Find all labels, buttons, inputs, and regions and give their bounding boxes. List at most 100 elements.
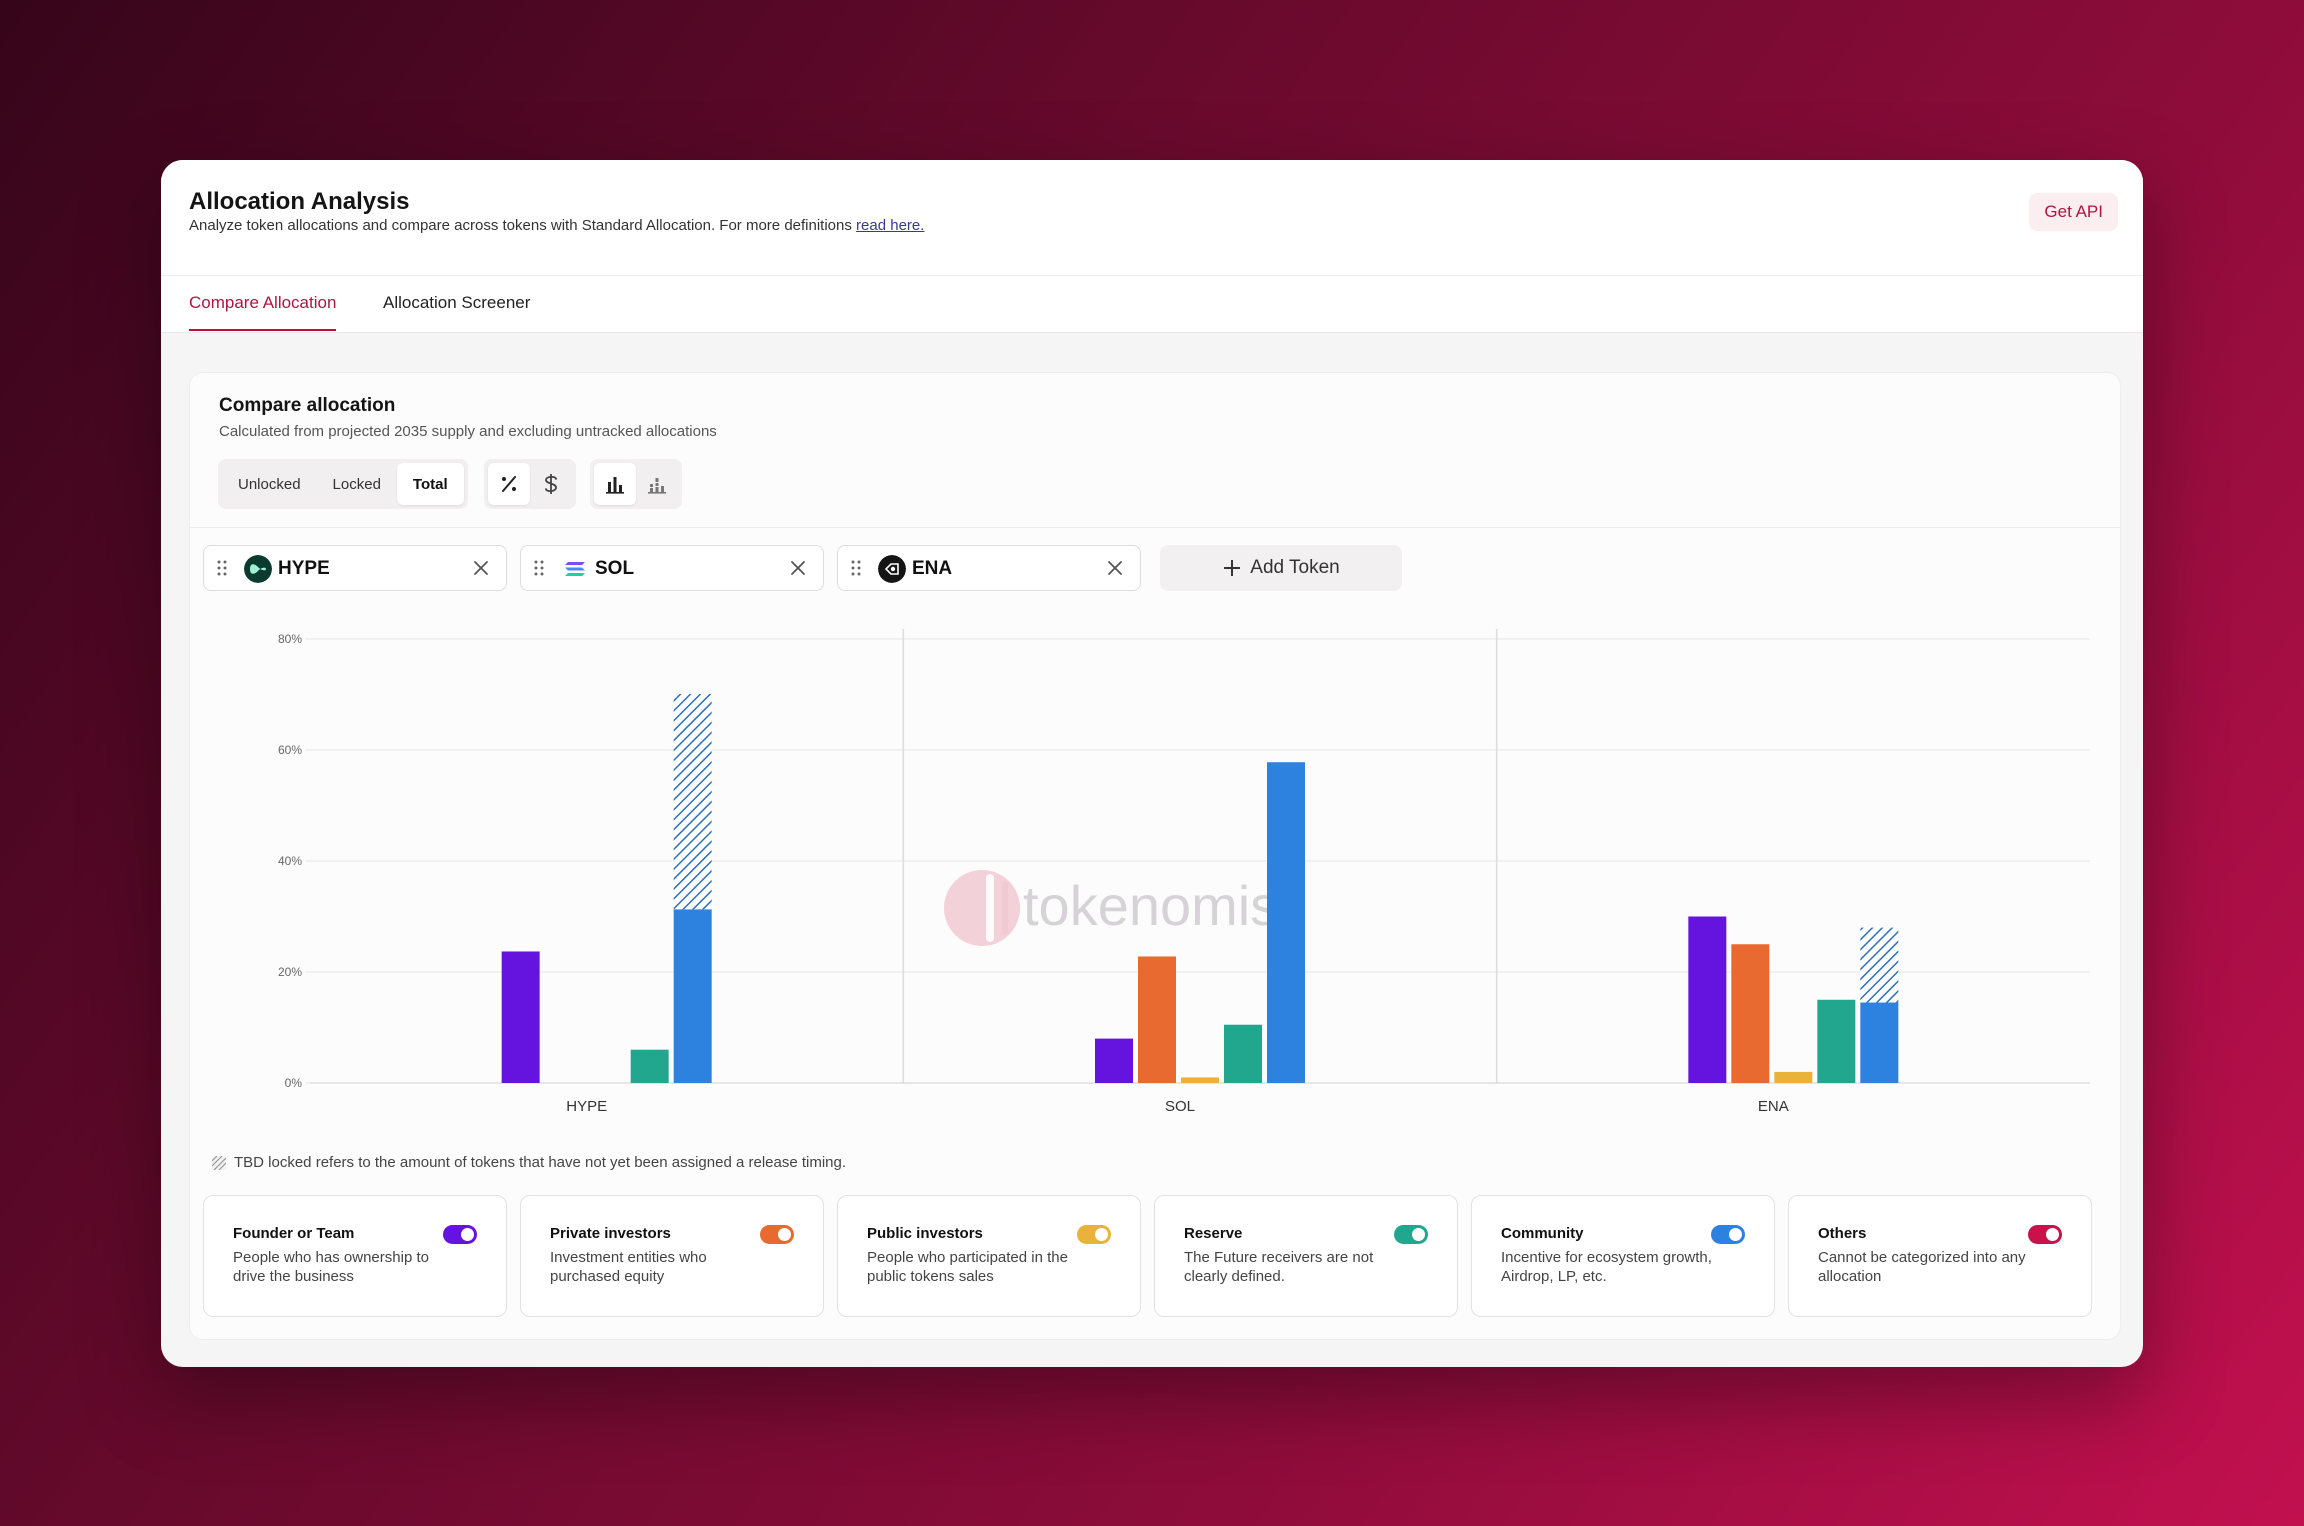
bar-sol-reserve[interactable] [1224,1024,1262,1083]
y-tick-label: 80% [278,632,302,646]
tbd-note: TBD locked refers to the amount of token… [212,1154,846,1171]
reserve-toggle[interactable] [1394,1225,1428,1244]
x-category-label: ENA [1758,1098,1789,1115]
legend-title: Others [1818,1225,1867,1242]
y-tick-label: 20% [278,965,302,979]
stacked-bar-chart-icon [648,478,666,494]
legend-desc: People who has ownership to drive the bu… [233,1249,429,1285]
add-token-button[interactable]: Add Token [1160,545,1402,591]
card-title: Compare allocation [219,395,396,416]
founder-toggle[interactable] [443,1225,477,1244]
total-option[interactable]: Total [396,463,464,505]
legend-desc: Cannot be categorized into any allocatio… [1818,1249,2026,1285]
x-category-label: SOL [1165,1098,1195,1115]
subtitle-text: Analyze token allocations and compare ac… [189,217,852,234]
chart-type-toggle [590,459,682,509]
toolbar-divider [190,527,2120,528]
add-token-label: Add Token [1250,557,1340,578]
tbd-note-text: TBD locked refers to the amount of token… [234,1154,847,1171]
others-toggle[interactable] [2028,1225,2062,1244]
percent-button[interactable] [488,463,530,505]
allocation-chart: tokenomist 0% 20% 40% 60% 80% HYPE SOL ENA [278,629,2090,1115]
hatch-swatch-icon [212,1155,226,1170]
x-category-label: HYPE [566,1098,607,1115]
get-api-button[interactable]: Get API [2029,193,2118,231]
watermark: tokenomist [944,870,1294,946]
token-name: SOL [595,558,635,579]
close-icon[interactable] [472,559,490,577]
public-investors-toggle[interactable] [1077,1225,1111,1244]
plus-icon [1224,560,1241,576]
token-chip-sol[interactable]: SOL [520,545,824,591]
unlocked-option[interactable]: Unlocked [238,475,301,493]
bar-sol-private[interactable] [1138,956,1176,1083]
legend-desc: People who participated in the public to… [867,1249,1068,1285]
legend-desc: The Future receivers are not clearly def… [1184,1249,1374,1285]
bar-ena-community[interactable] [1860,1002,1899,1083]
grouped-bar-button[interactable] [594,463,636,505]
bar-ena-private[interactable] [1731,944,1770,1083]
token-chip-ena[interactable]: ENA [837,545,1141,591]
legend-title: Public investors [867,1225,983,1242]
legend-card-founder: Founder or Team People who has ownership… [203,1195,507,1317]
bar-hype-founder[interactable] [501,951,540,1083]
tab-bar: Compare Allocation Allocation Screener [161,276,2143,333]
close-icon[interactable] [1106,559,1124,577]
legend-title: Reserve [1184,1225,1243,1242]
legend-title: Founder or Team [233,1225,355,1242]
bar-ena-tbd-locked[interactable] [1860,927,1899,1003]
legend-card-reserve: Reserve The Future receivers are not cle… [1154,1195,1458,1317]
bar-ena-public[interactable] [1774,1071,1813,1083]
bar-hype-reserve[interactable] [630,1049,669,1083]
private-investors-toggle[interactable] [760,1225,794,1244]
tab-compare-allocation[interactable]: Compare Allocation [189,293,337,331]
stacked-bar-button[interactable] [636,463,678,505]
drag-handle-icon[interactable] [850,559,862,577]
app-window: Allocation Analysis Analyze token alloca… [161,160,2143,1367]
read-here-link[interactable]: read here. [856,217,925,234]
bar-ena-founder[interactable] [1688,916,1727,1084]
drag-handle-icon[interactable] [533,559,545,577]
unit-toggle [484,459,576,509]
legend-card-private: Private investors Investment entities wh… [520,1195,824,1317]
ena-logo-icon [878,555,906,583]
legend-card-public: Public investors People who participated… [837,1195,1141,1317]
bar-ena-reserve[interactable] [1817,999,1856,1083]
drag-handle-icon[interactable] [216,559,228,577]
page-header: Allocation Analysis Analyze token alloca… [161,160,2143,276]
percent-icon [502,476,516,492]
watermark-logo [944,870,1020,946]
view-toggle: Unlocked Locked Total [218,459,468,509]
bar-sol-public[interactable] [1181,1077,1219,1083]
legend-card-others: Others Cannot be categorized into any al… [1788,1195,2092,1317]
dollar-icon [545,474,557,494]
bar-sol-community[interactable] [1267,762,1305,1083]
locked-option[interactable]: Locked [332,475,381,493]
page-title: Allocation Analysis [189,188,410,215]
y-tick-label: 0% [285,1076,303,1090]
token-name: HYPE [278,558,330,579]
legend-title: Community [1501,1225,1584,1242]
hype-logo-icon [244,555,272,583]
legend-card-community: Community Incentive for ecosystem growth… [1471,1195,1775,1317]
tab-allocation-screener[interactable]: Allocation Screener [383,293,531,312]
page-subtitle: Analyze token allocations and compare ac… [189,217,924,234]
token-chip-hype[interactable]: HYPE [203,545,507,591]
y-tick-label: 60% [278,743,302,757]
bar-hype-tbd-locked[interactable] [673,693,712,910]
token-name: ENA [912,558,953,579]
legend-title: Private investors [550,1225,671,1242]
legend-desc: Investment entities who purchased equity [550,1249,707,1285]
bar-sol-founder[interactable] [1095,1038,1133,1083]
compare-allocation-card: Compare allocation Calculated from proje… [189,372,2121,1340]
watermark-text: tokenomist [1023,874,1294,937]
grouped-bar-chart-icon [606,477,624,494]
dollar-button[interactable] [530,463,572,505]
legend-desc: Incentive for ecosystem growth, Airdrop,… [1501,1249,1712,1285]
close-icon[interactable] [789,559,807,577]
y-tick-label: 40% [278,854,302,868]
bar-hype-community[interactable] [673,909,712,1083]
card-subtitle: Calculated from projected 2035 supply an… [219,423,717,440]
sol-logo-icon [565,562,585,576]
community-toggle[interactable] [1711,1225,1745,1244]
